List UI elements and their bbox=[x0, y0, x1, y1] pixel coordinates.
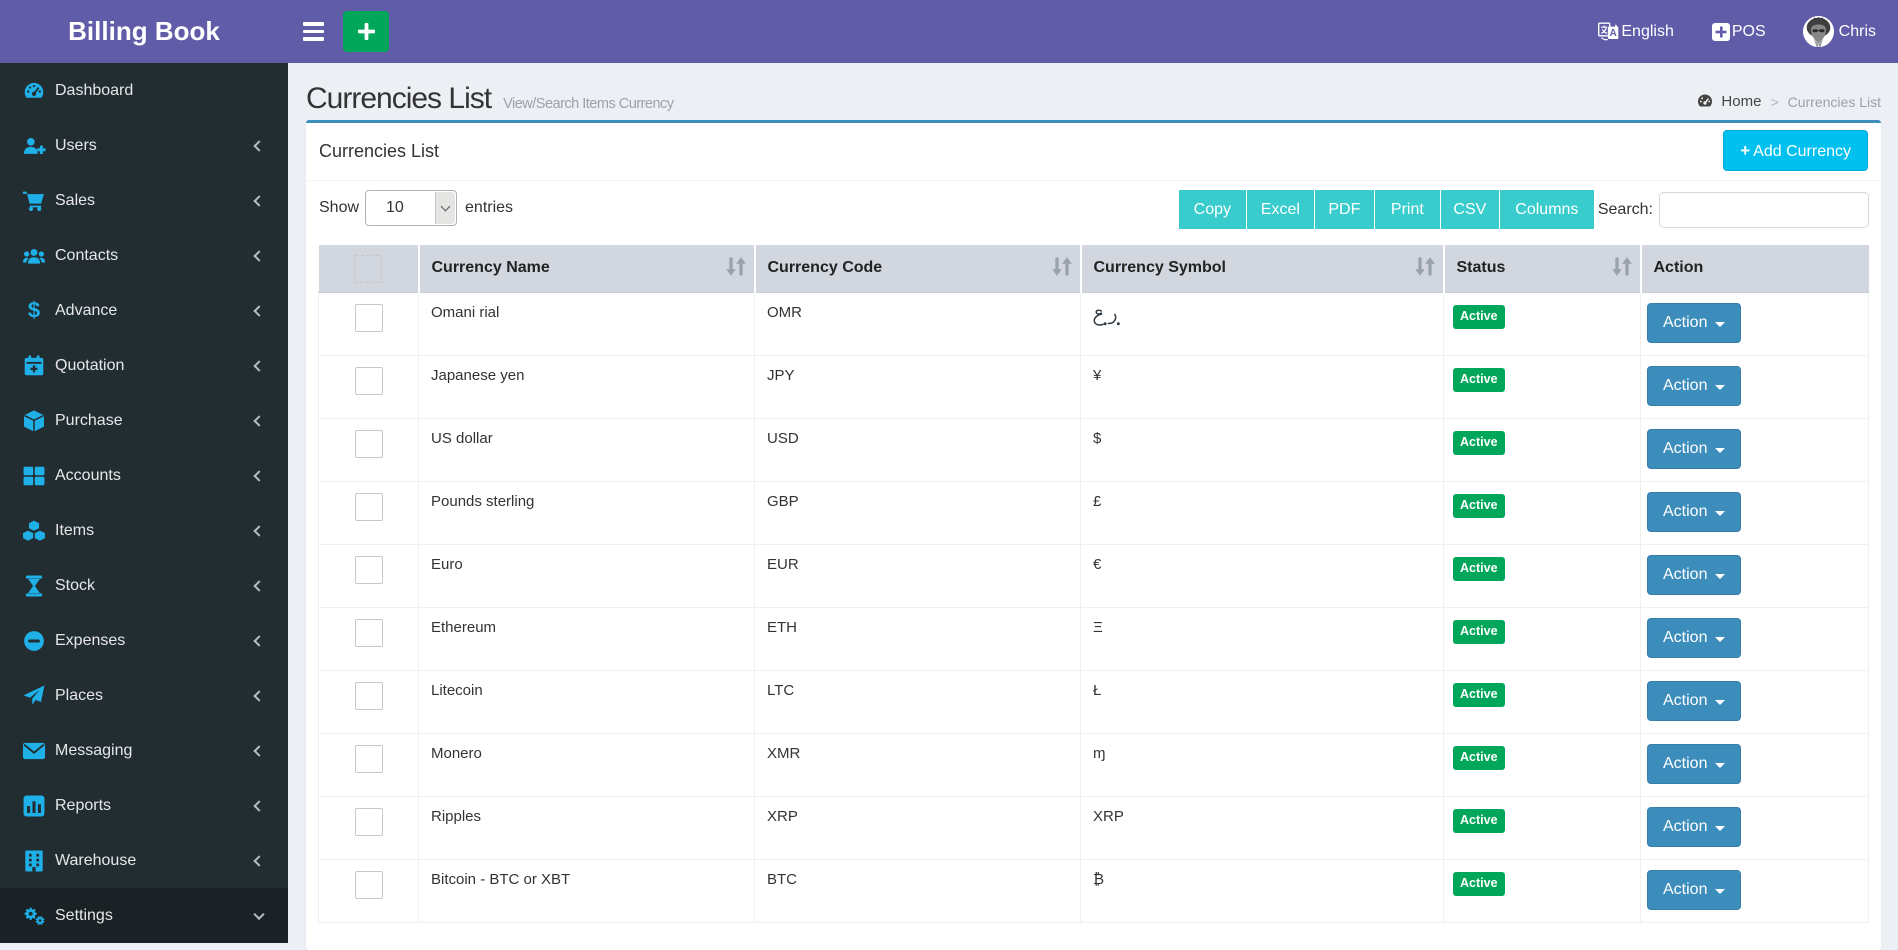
svg-text:$: $ bbox=[28, 298, 40, 322]
svg-text:A: A bbox=[1610, 28, 1617, 39]
